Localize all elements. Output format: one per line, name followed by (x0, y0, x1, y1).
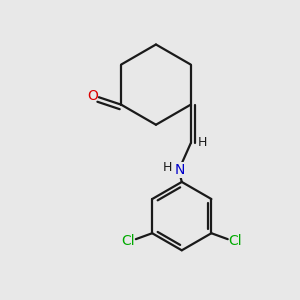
Text: Cl: Cl (229, 234, 242, 248)
Text: H: H (197, 136, 207, 149)
Text: N: N (175, 163, 185, 177)
Text: H: H (163, 161, 172, 174)
Text: Cl: Cl (121, 234, 135, 248)
Text: O: O (87, 89, 98, 103)
